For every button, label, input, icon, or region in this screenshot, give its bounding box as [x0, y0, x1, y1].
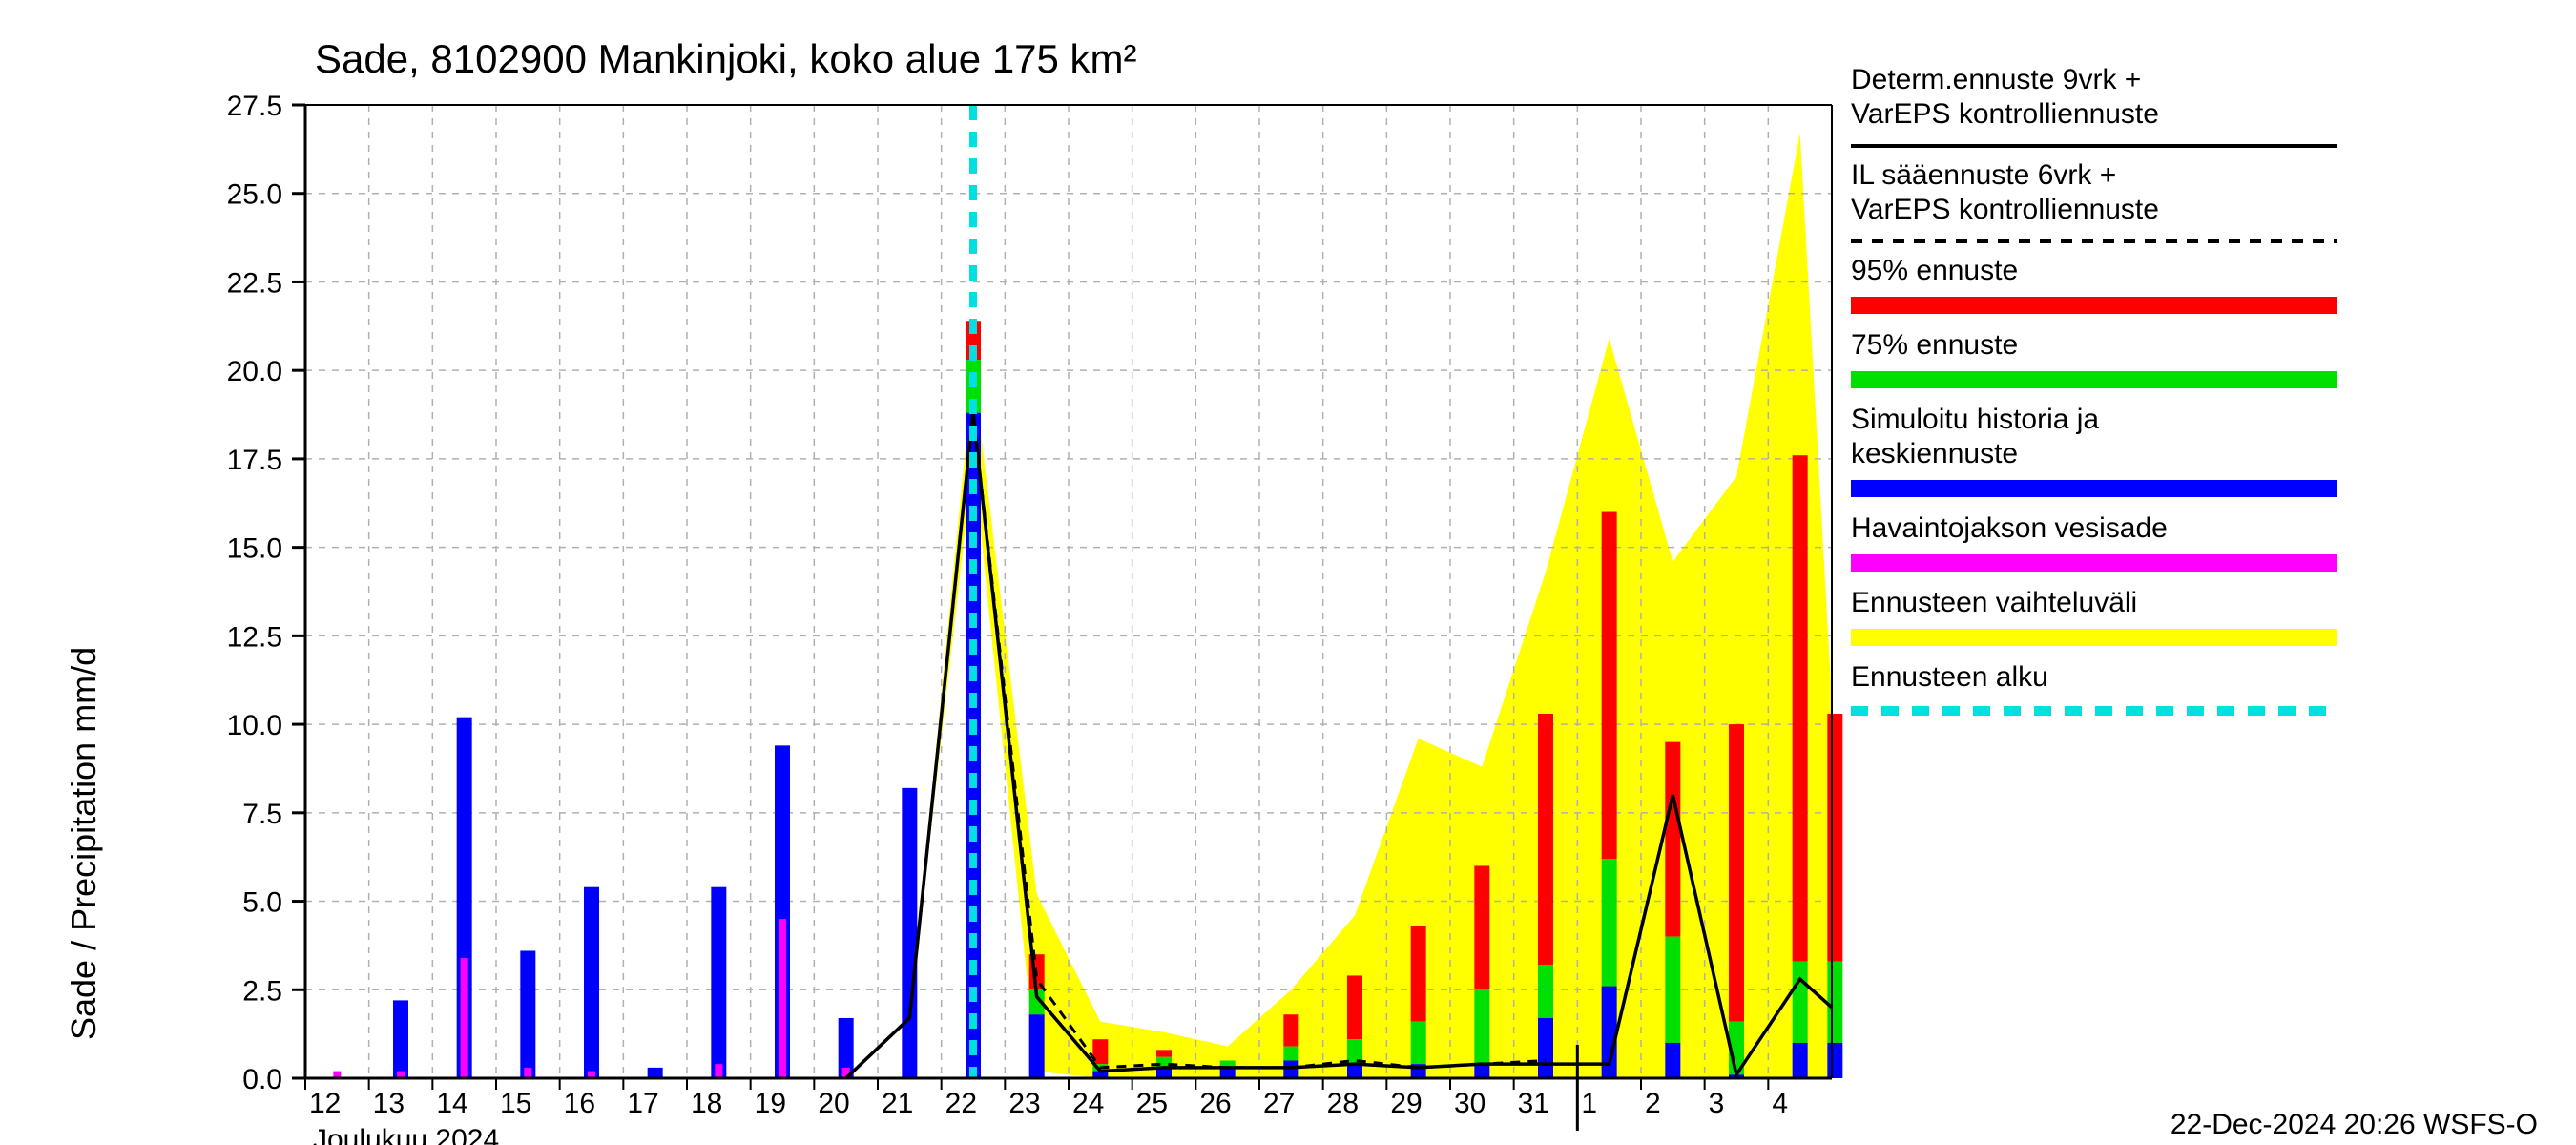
xtick-label: 4: [1772, 1088, 1788, 1119]
ytick-label: 17.5: [227, 445, 282, 476]
bar-observed-rain: [779, 919, 786, 1078]
bar-75pct: [1602, 859, 1617, 987]
legend-label: Simuloitu historia ja: [1851, 404, 2099, 435]
precipitation-chart: 0.0 2.5 5.0 7.5 10.0 12.5 15.0 17.5 20.0 22.5 25.0…: [0, 0, 2576, 1145]
xtick-label: 17: [627, 1088, 658, 1119]
bar-observed-rain: [461, 958, 468, 1078]
bar-simulated: [393, 1000, 408, 1078]
bar-75pct: [1474, 989, 1489, 1064]
xtick-label: 28: [1327, 1088, 1359, 1119]
ytick-label: 5.0: [242, 887, 282, 919]
bar-simulated: [1538, 1018, 1553, 1078]
legend-label: IL sääennuste 6vrk +: [1851, 159, 2116, 191]
legend-swatch: [1851, 480, 2337, 497]
bar-observed-rain: [715, 1064, 722, 1078]
xtick-label: 14: [436, 1088, 467, 1119]
ytick-label: 2.5: [242, 975, 282, 1007]
xtick-label: 23: [1008, 1088, 1040, 1119]
xtick-label: 20: [818, 1088, 849, 1119]
bar-simulated: [711, 887, 726, 1078]
bar-simulated: [1347, 1064, 1362, 1078]
xtick-label: 18: [691, 1088, 722, 1119]
xtick-label: 27: [1263, 1088, 1295, 1119]
bar-95pct: [1602, 512, 1617, 859]
bar-75pct: [1538, 965, 1553, 1018]
xtick-label: 25: [1136, 1088, 1168, 1119]
bar-95pct: [1538, 714, 1553, 965]
bar-simulated: [1474, 1064, 1489, 1078]
ytick-label: 15.0: [227, 533, 282, 565]
ytick-label: 10.0: [227, 710, 282, 741]
bar-observed-rain: [524, 1068, 531, 1078]
bar-simulated: [1793, 1043, 1808, 1078]
bar-95pct: [1283, 1014, 1298, 1046]
legend-swatch: [1851, 297, 2337, 314]
y-axis-label: Sade / Precipitation mm/d: [64, 647, 103, 1040]
xtick-label: 3: [1709, 1088, 1725, 1119]
bar-95pct: [1665, 742, 1680, 937]
legend-label: Havaintojakson vesisade: [1851, 512, 2168, 544]
ytick-label: 20.0: [227, 356, 282, 387]
xtick-label: 1: [1581, 1088, 1597, 1119]
bar-95pct: [1827, 714, 1842, 962]
xtick-label: 19: [755, 1088, 786, 1119]
xtick-label: 13: [373, 1088, 405, 1119]
bar-75pct: [1665, 937, 1680, 1043]
bar-simulated: [902, 788, 917, 1078]
bar-95pct: [1347, 975, 1362, 1039]
chart-title: Sade, 8102900 Mankinjoki, koko alue 175 …: [315, 36, 1137, 81]
legend-swatch: [1851, 554, 2337, 572]
ytick-label: 25.0: [227, 179, 282, 211]
legend-label: Determ.ennuste 9vrk +: [1851, 64, 2141, 95]
bar-simulated: [584, 887, 599, 1078]
bar-simulated: [1029, 1014, 1045, 1078]
month-label-fi: Joulukuu 2024: [313, 1124, 499, 1145]
legend-label: VarEPS kontrolliennuste: [1851, 194, 2159, 225]
legend-label: 95% ennuste: [1851, 255, 2018, 286]
bar-simulated: [1665, 1043, 1680, 1078]
xtick-label: 24: [1072, 1088, 1104, 1119]
bar-75pct: [1411, 1022, 1426, 1065]
xtick-label: 16: [564, 1088, 595, 1119]
xtick-label: 21: [882, 1088, 913, 1119]
bar-95pct: [1729, 724, 1744, 1022]
ytick-label: 7.5: [242, 799, 282, 830]
bar-simulated: [1283, 1060, 1298, 1078]
bar-75pct: [1827, 962, 1842, 1043]
legend-label: keskiennuste: [1851, 438, 2018, 469]
legend-label: 75% ennuste: [1851, 329, 2018, 361]
bar-75pct: [1283, 1047, 1298, 1061]
legend-label: Ennusteen alku: [1851, 661, 2048, 693]
bar-simulated: [520, 950, 535, 1078]
ytick-label: 22.5: [227, 267, 282, 299]
ytick-label: 0.0: [242, 1064, 282, 1095]
legend-label: VarEPS kontrolliennuste: [1851, 98, 2159, 130]
bar-simulated: [648, 1068, 663, 1078]
ytick-label: 12.5: [227, 621, 282, 653]
legend-swatch: [1851, 629, 2337, 646]
legend-label: Ennusteen vaihteluväli: [1851, 587, 2137, 618]
timestamp-footer: 22-Dec-2024 20:26 WSFS-O: [2171, 1109, 2538, 1140]
xtick-label: 15: [500, 1088, 531, 1119]
bar-simulated: [1827, 1043, 1842, 1078]
xtick-label: 30: [1454, 1088, 1485, 1119]
bar-95pct: [1156, 1050, 1172, 1056]
ytick-label: 27.5: [227, 91, 282, 122]
xtick-label: 22: [945, 1088, 977, 1119]
xtick-label: 12: [309, 1088, 341, 1119]
legend-swatch: [1851, 371, 2337, 388]
bar-75pct: [1793, 962, 1808, 1043]
bar-95pct: [1793, 455, 1808, 961]
xtick-label: 29: [1390, 1088, 1422, 1119]
bar-95pct: [1474, 865, 1489, 989]
xtick-label: 26: [1199, 1088, 1231, 1119]
xtick-label: 31: [1518, 1088, 1549, 1119]
xtick-label: 2: [1645, 1088, 1661, 1119]
bar-95pct: [1411, 926, 1426, 1022]
